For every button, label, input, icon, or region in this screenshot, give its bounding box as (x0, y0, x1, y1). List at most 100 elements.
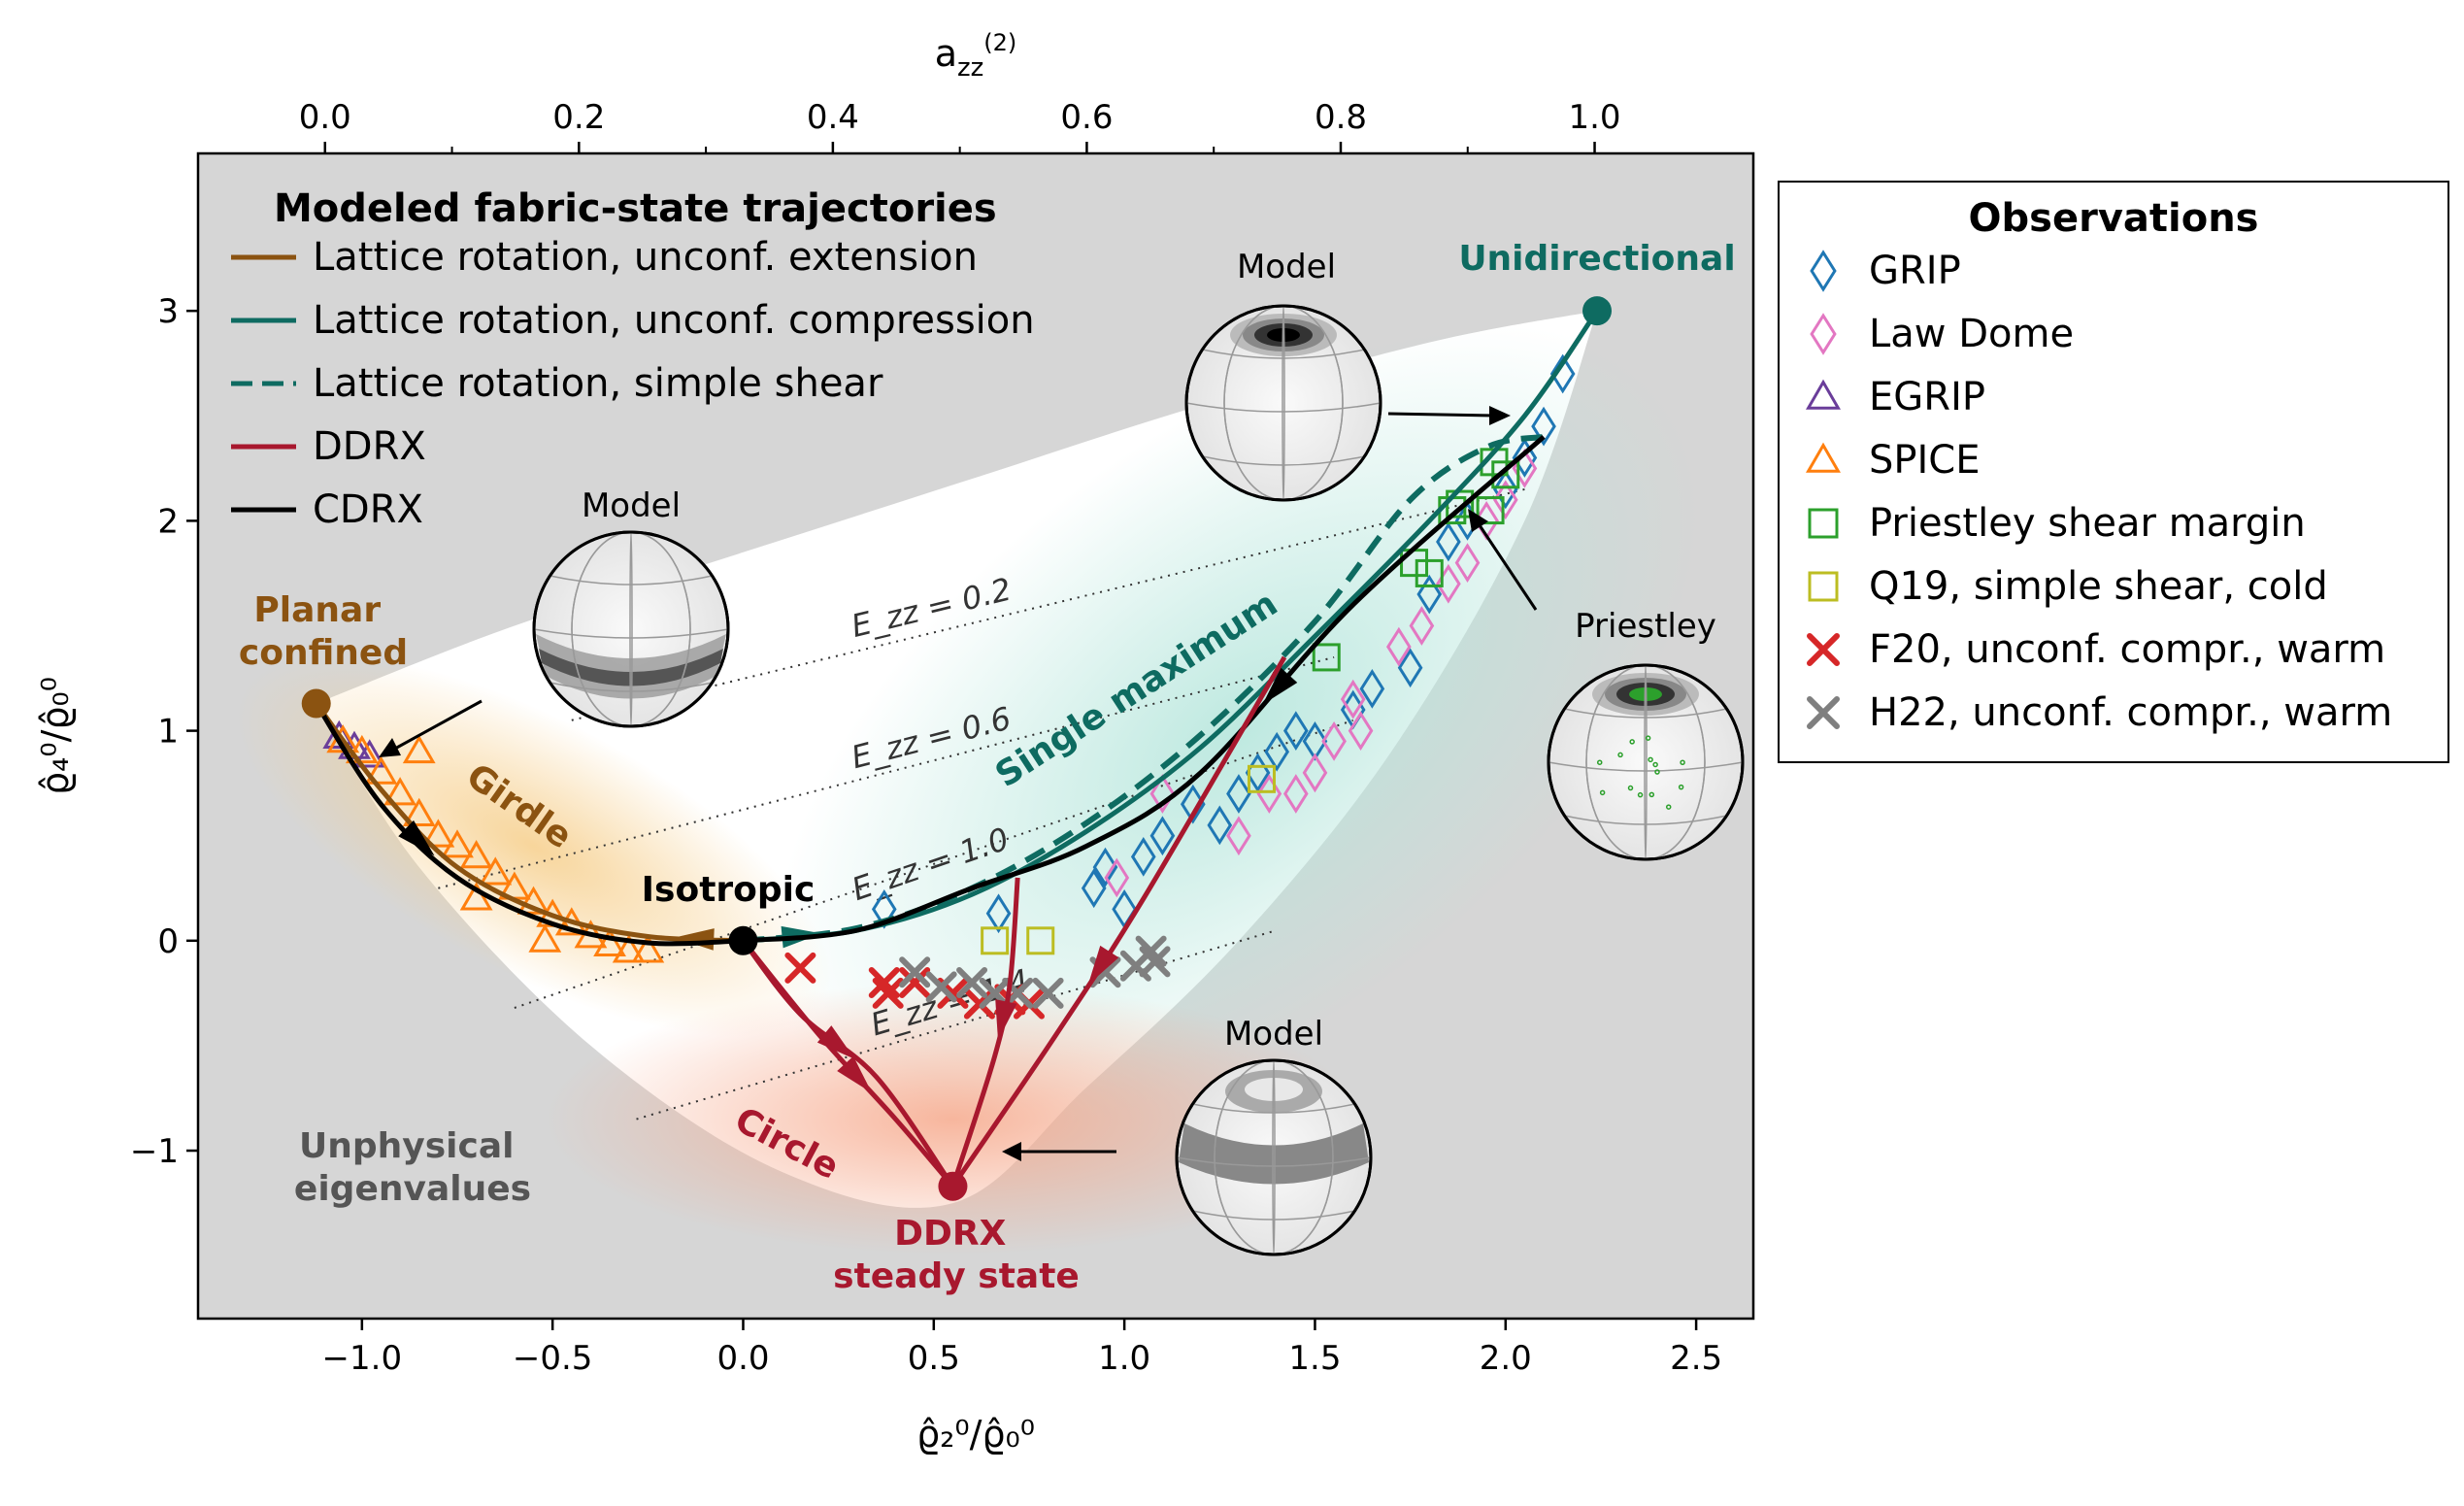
special-points (301, 296, 1613, 1201)
ytick-label-1: 0 (157, 922, 179, 961)
sphere-model-circle-parallel-1 (1176, 1156, 1372, 1167)
obs-spice-6 (441, 829, 474, 858)
obs-spice-5 (421, 819, 455, 848)
legend-trajectory-label-0: Lattice rotation, unconf. extension (313, 235, 978, 280)
legend-trajectory-label-4: CDRX (313, 487, 423, 532)
sphere-model-circle-outline (1175, 1058, 1373, 1256)
sphere-model-girdle-outline (532, 530, 730, 728)
traj-cdrx-ext (314, 702, 744, 947)
sphere-priestley-parallel-1 (1548, 761, 1744, 772)
obs-h22-unconf-compr-warm-0 (899, 956, 931, 988)
obs-law-dome-10 (1409, 606, 1435, 646)
obs-q19-simple-shear-cold-1 (1026, 926, 1055, 955)
obs-spice-19 (528, 923, 562, 953)
sphere-priestley-dot-6 (1637, 791, 1644, 798)
sphere-model-unidirectional-parallel-1 (1185, 402, 1382, 413)
top-xtick-label-1: 0.2 (552, 98, 605, 137)
label-isotropic: Isotropic (642, 870, 816, 910)
obs-spice-18 (459, 882, 493, 911)
point-planar-confined (301, 688, 331, 719)
obs-spice-4 (402, 797, 436, 826)
obs-spice-16 (631, 934, 665, 963)
legend-observation-label-5: Q19, simple shear, cold (1869, 564, 2328, 609)
legend-observation-label-2: EGRIP (1869, 375, 1985, 419)
obs-grip-5 (1130, 836, 1156, 877)
label-model-bottom: Model (1224, 1015, 1323, 1054)
xtick-label-7: 2.5 (1670, 1339, 1722, 1378)
obs-spice-15 (612, 934, 646, 963)
sphere-model-circle-band (1179, 1123, 1369, 1185)
ytick-label-2: 1 (157, 713, 179, 752)
obs-law-dome-9 (1386, 626, 1412, 667)
arrow-head-1 (1489, 406, 1511, 425)
sphere-priestley-dot-5 (1652, 761, 1658, 768)
label-priestley: Priestley (1575, 607, 1716, 646)
xtick-label-6: 2.0 (1480, 1339, 1532, 1378)
obs-grip-3 (1092, 847, 1118, 887)
sphere-model-girdle-band-inner (539, 649, 723, 686)
point-isotropic (728, 925, 758, 955)
obs-grip-17 (1416, 574, 1443, 615)
sphere-model-girdle (532, 530, 730, 728)
arrow-ddrx-3 (1087, 945, 1119, 986)
obs-h22-unconf-compr-warm-1 (925, 971, 957, 1003)
top-xtick-label-3: 0.6 (1060, 98, 1113, 137)
sphere-priestley-outline (1547, 663, 1745, 861)
sphere-model-girdle-parallel-0 (549, 575, 713, 586)
label-unphysical: Unphysical eigenvalues (294, 1126, 531, 1209)
top-xtick-label-4: 0.8 (1315, 98, 1367, 137)
obs-law-dome-3 (1256, 774, 1282, 814)
obs-law-dome-1 (1149, 774, 1176, 814)
legend-marker-5 (1808, 571, 1839, 602)
obs-spice-17 (402, 734, 436, 764)
label-planar-line1: Planar (253, 590, 381, 630)
obs-law-dome-0 (1104, 857, 1130, 898)
legend-observation-label-3: SPICE (1869, 438, 1981, 483)
legend-observations-box (1778, 181, 2449, 763)
sphere-model-circle (1175, 1058, 1373, 1256)
model-spheres (532, 304, 1745, 1256)
obs-law-dome-2 (1226, 816, 1251, 856)
label-planar-confined: Planar confined (239, 590, 408, 673)
obs-spice-3 (383, 777, 417, 806)
sphere-priestley-dot-10 (1648, 756, 1653, 763)
observations-layer (322, 353, 1576, 1020)
xtick-label-5: 1.5 (1288, 1339, 1341, 1378)
obs-h22-unconf-compr-warm-5 (1032, 977, 1064, 1009)
obs-grip-12 (1283, 711, 1309, 751)
arrow-ddrx-0 (837, 1055, 873, 1093)
xtick-label-4: 1.0 (1098, 1339, 1150, 1378)
sphere-priestley-dot-13 (1680, 759, 1685, 766)
obs-egrip-2 (352, 739, 386, 768)
sphere-priestley-dot-4 (1596, 759, 1603, 765)
arrow-ddrx-2 (995, 999, 1017, 1041)
obs-f20-unconf-compr-warm-2 (872, 977, 904, 1009)
sphere-priestley-dot-0 (1654, 769, 1660, 775)
arrow-head-2 (379, 738, 401, 757)
obs-priestley-shear-margin-7 (1491, 460, 1520, 489)
sphere-priestley-dot-3 (1665, 804, 1672, 810)
obs-priestley-shear-margin-0 (1312, 643, 1341, 672)
legend-marker-4 (1808, 508, 1839, 539)
obs-grip-18 (1436, 521, 1461, 562)
obs-law-dome-14 (1492, 480, 1518, 520)
obs-grip-23 (1549, 353, 1576, 394)
obs-f20-unconf-compr-warm-0 (784, 952, 816, 984)
arrow-head-3 (1468, 509, 1488, 532)
obs-q19-simple-shear-cold-2 (1247, 764, 1276, 793)
obs-priestley-shear-margin-5 (1476, 496, 1505, 525)
obs-spice-2 (364, 755, 398, 785)
obs-q19-simple-shear-cold-0 (981, 926, 1010, 955)
sphere-priestley (1547, 663, 1745, 861)
legend-trajectories: Modeled fabric-state trajectories Lattic… (231, 186, 1035, 532)
label-model-top: Model (1237, 248, 1336, 286)
obs-grip-16 (1397, 648, 1423, 688)
top-xtick-label-5: 1.0 (1568, 98, 1620, 137)
axes: −1.0 −0.5 0.0 0.5 1.0 1.5 2.0 2.5 −1 0 1 2 3 0.0 0.2 0.… (130, 98, 1722, 1378)
point-unidirectional (1582, 296, 1613, 326)
pointer-arrows (379, 406, 1538, 1161)
point-ddrx-steady-state (938, 1171, 968, 1201)
label-unphysical-line1: Unphysical (299, 1126, 514, 1166)
sphere-priestley-dot-9 (1599, 789, 1606, 796)
